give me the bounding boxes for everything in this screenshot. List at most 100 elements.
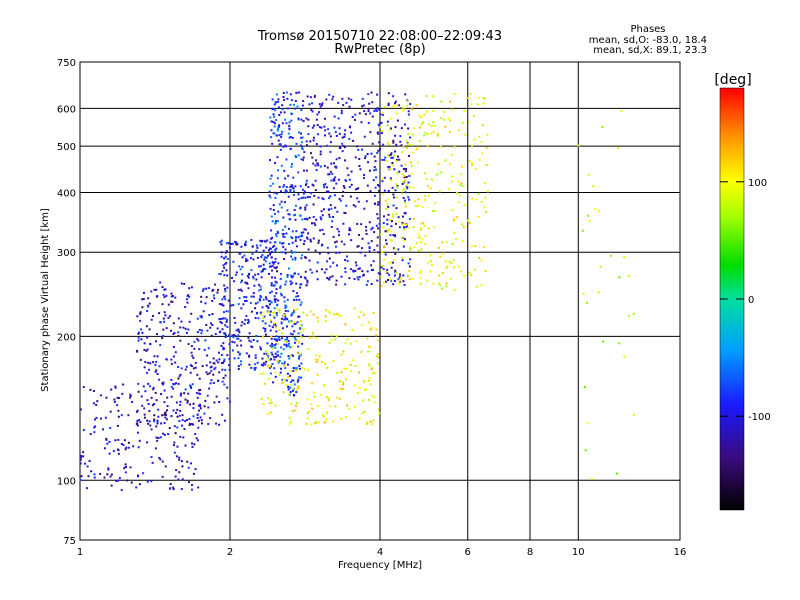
data-point: [270, 320, 273, 323]
data-point: [247, 287, 250, 290]
data-point: [321, 104, 324, 107]
data-point: [320, 126, 323, 129]
data-point: [367, 379, 370, 382]
data-point: [399, 273, 402, 276]
data-point: [316, 316, 319, 319]
data-point: [358, 417, 361, 420]
data-point: [299, 353, 302, 356]
data-point: [165, 409, 168, 412]
data-point: [241, 321, 244, 324]
data-point: [262, 372, 265, 375]
data-point: [290, 402, 293, 405]
data-point: [394, 100, 397, 103]
data-point: [287, 376, 290, 379]
data-point: [350, 98, 353, 101]
data-point: [399, 135, 402, 138]
data-point: [375, 354, 378, 357]
data-point: [321, 102, 324, 105]
data-point: [320, 218, 323, 221]
data-point: [290, 184, 293, 187]
data-point: [246, 274, 249, 277]
data-point: [339, 146, 342, 149]
data-point: [377, 272, 380, 275]
data-point: [146, 419, 149, 422]
data-point: [264, 327, 267, 330]
data-point: [222, 311, 225, 314]
data-point: [239, 363, 242, 366]
data-point: [116, 479, 119, 482]
data-point: [373, 194, 376, 197]
data-point: [227, 364, 230, 367]
data-point: [161, 475, 164, 478]
data-point: [379, 148, 382, 151]
data-point: [79, 458, 82, 461]
data-point: [240, 344, 243, 347]
data-point: [343, 243, 346, 246]
data-point: [233, 341, 236, 344]
data-point: [329, 276, 332, 279]
data-point: [295, 230, 298, 233]
data-point: [364, 388, 367, 391]
data-point: [358, 267, 361, 270]
data-point: [294, 154, 297, 157]
data-point: [402, 109, 405, 112]
data-point: [401, 189, 404, 192]
data-point: [283, 201, 286, 204]
data-point: [341, 194, 344, 197]
data-point: [270, 351, 273, 354]
data-point: [300, 136, 303, 139]
data-point: [344, 267, 347, 270]
data-point: [264, 260, 267, 263]
data-point: [253, 367, 256, 370]
data-point: [408, 278, 411, 281]
data-point: [258, 298, 261, 301]
data-point: [84, 462, 87, 465]
data-point: [233, 316, 236, 319]
data-point: [225, 310, 228, 313]
data-point: [324, 134, 327, 137]
data-point: [270, 129, 273, 132]
data-point: [368, 363, 371, 366]
data-point: [147, 297, 150, 300]
data-point: [256, 361, 259, 364]
data-point: [348, 137, 351, 140]
data-point: [294, 185, 297, 188]
data-point: [376, 151, 379, 154]
data-point: [373, 155, 376, 158]
data-point: [167, 433, 170, 436]
data-point: [330, 179, 333, 182]
data-point: [480, 200, 483, 203]
data-point: [275, 118, 278, 121]
data-point: [399, 140, 402, 143]
data-point: [380, 233, 383, 236]
data-point: [383, 176, 386, 179]
data-point: [292, 176, 295, 179]
data-point: [124, 463, 127, 466]
data-point: [323, 125, 326, 128]
data-point: [136, 409, 139, 412]
data-point: [218, 318, 221, 321]
data-point: [254, 316, 257, 319]
data-point: [314, 189, 317, 192]
data-point: [144, 361, 147, 364]
data-point: [269, 291, 272, 294]
data-point: [363, 135, 366, 138]
data-point: [114, 385, 117, 388]
data-point: [141, 404, 144, 407]
data-point: [384, 156, 387, 159]
data-point: [117, 415, 120, 418]
data-point: [337, 117, 340, 120]
data-point: [370, 283, 373, 286]
data-point: [274, 326, 277, 329]
data-point: [418, 235, 421, 238]
data-point: [335, 251, 338, 254]
data-point: [224, 336, 227, 339]
data-point: [292, 193, 295, 196]
data-point: [305, 182, 308, 185]
data-point: [129, 395, 132, 398]
data-point: [269, 159, 272, 162]
data-point: [188, 320, 191, 323]
data-point: [468, 271, 471, 274]
data-point: [226, 397, 229, 400]
data-point: [386, 268, 389, 271]
